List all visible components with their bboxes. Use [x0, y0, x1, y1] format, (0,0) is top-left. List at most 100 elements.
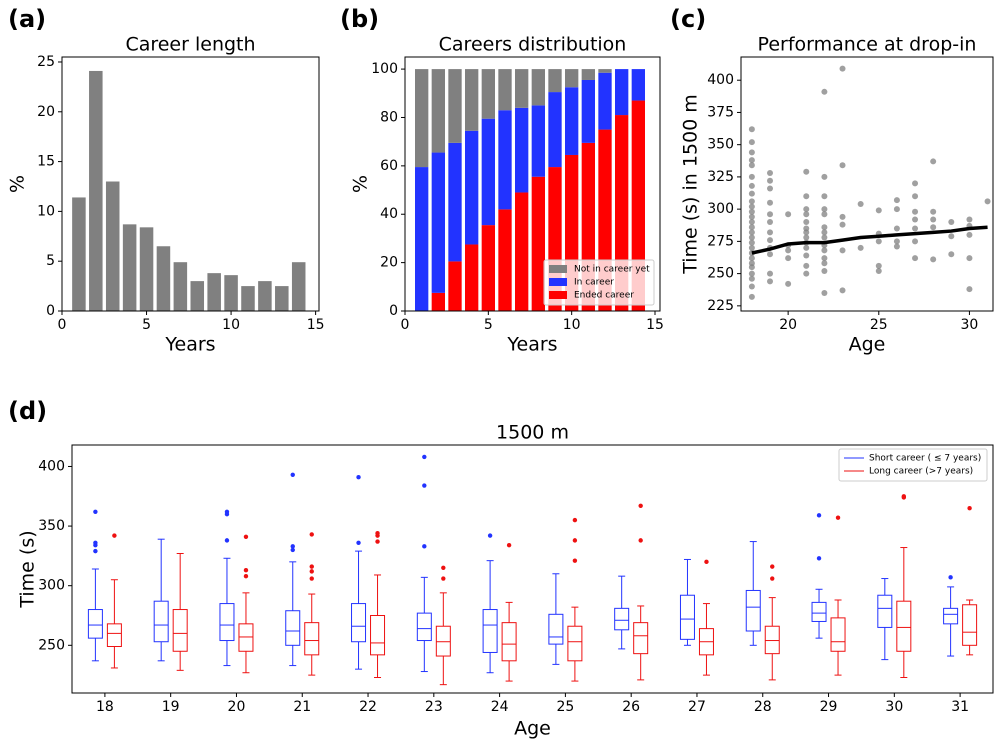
bar-segment: [465, 69, 479, 131]
box: [370, 615, 386, 656]
y-tick-label: 375: [707, 104, 734, 120]
legend-label: Not in career yet: [574, 265, 650, 275]
axes-frame: [404, 56, 661, 312]
box: [633, 622, 649, 655]
point: [767, 211, 774, 218]
bar-segment: [581, 79, 595, 143]
flier: [441, 576, 446, 581]
legend-swatch: [549, 291, 567, 299]
bar: [139, 227, 154, 311]
y-axis-label: Time (s): [17, 530, 39, 608]
point: [930, 158, 937, 165]
point: [748, 182, 755, 189]
y-tick-label: 400: [707, 72, 734, 88]
x-tick-label: 10: [222, 317, 240, 333]
point: [767, 199, 774, 206]
bar-segment: [631, 100, 645, 312]
bar: [275, 286, 289, 311]
bar: [190, 281, 205, 311]
panel-label: (b): [340, 5, 379, 33]
chart-title: 1500 m: [496, 422, 569, 444]
panel-label: (c): [670, 5, 706, 33]
point: [821, 193, 828, 200]
point: [839, 247, 846, 254]
bar-segment: [415, 69, 429, 168]
bar-segment: [515, 192, 529, 311]
chart-title: Careers distribution: [439, 34, 627, 56]
box: [238, 623, 254, 652]
point: [839, 162, 846, 169]
y-tick-label: 20: [380, 255, 398, 271]
x-tick-label: 0: [401, 317, 410, 333]
y-tick-label: 5: [46, 253, 55, 269]
bar: [173, 262, 188, 311]
point: [748, 270, 755, 277]
point: [893, 197, 900, 204]
point: [821, 224, 828, 231]
y-tick-label: 0: [46, 303, 55, 319]
point: [839, 221, 846, 228]
box: [896, 600, 912, 652]
flier: [93, 548, 98, 554]
flier: [816, 513, 822, 518]
point: [748, 275, 755, 282]
point: [821, 234, 828, 241]
legend-label: Ended career: [574, 291, 634, 301]
x-tick-label: 5: [484, 317, 493, 333]
point: [821, 260, 828, 267]
point: [821, 88, 828, 95]
point: [966, 255, 973, 262]
x-tick-label: 27: [688, 699, 706, 715]
point: [803, 244, 810, 251]
point: [785, 255, 792, 262]
flier: [309, 569, 314, 574]
box: [87, 609, 103, 639]
y-tick-label: 15: [37, 154, 55, 170]
flier: [704, 559, 709, 565]
bar-segment: [565, 69, 579, 88]
point: [912, 216, 919, 223]
legend-label: In career: [574, 278, 614, 288]
box: [435, 625, 451, 657]
point: [948, 251, 955, 258]
point: [767, 270, 774, 277]
bar: [241, 286, 255, 311]
legend-label: Short career ( ≤ 7 years): [869, 454, 981, 464]
point: [930, 256, 937, 263]
x-tick-label: 23: [425, 699, 443, 715]
bar-segment: [598, 69, 612, 73]
point: [966, 216, 973, 223]
point: [803, 211, 810, 218]
x-axis-label: Years: [506, 334, 557, 356]
x-tick-label: 20: [228, 699, 246, 715]
point: [893, 225, 900, 232]
bar-segment: [548, 69, 562, 93]
y-tick-label: 350: [707, 137, 734, 153]
box: [830, 617, 846, 652]
y-tick-label: 25: [37, 54, 55, 70]
point: [821, 247, 828, 254]
box: [153, 600, 169, 643]
chart-title: Career length: [125, 34, 255, 56]
flier: [572, 517, 578, 523]
bar-segment: [481, 69, 495, 119]
box: [614, 607, 630, 631]
bar-segment: [431, 69, 445, 153]
box: [567, 625, 583, 662]
y-tick-label: 40: [380, 206, 398, 222]
flier: [422, 483, 427, 488]
x-tick-label: 15: [307, 317, 325, 333]
bar-segment: [498, 69, 512, 111]
bar: [89, 70, 103, 311]
flier: [224, 509, 230, 514]
point: [821, 211, 828, 218]
point: [839, 65, 846, 72]
box: [219, 603, 235, 642]
flier: [290, 547, 295, 553]
flier: [572, 538, 578, 543]
y-tick-label: 10: [37, 203, 55, 219]
box: [416, 612, 432, 642]
trend-line: [751, 225, 988, 255]
point: [930, 224, 937, 231]
flier: [835, 515, 841, 520]
